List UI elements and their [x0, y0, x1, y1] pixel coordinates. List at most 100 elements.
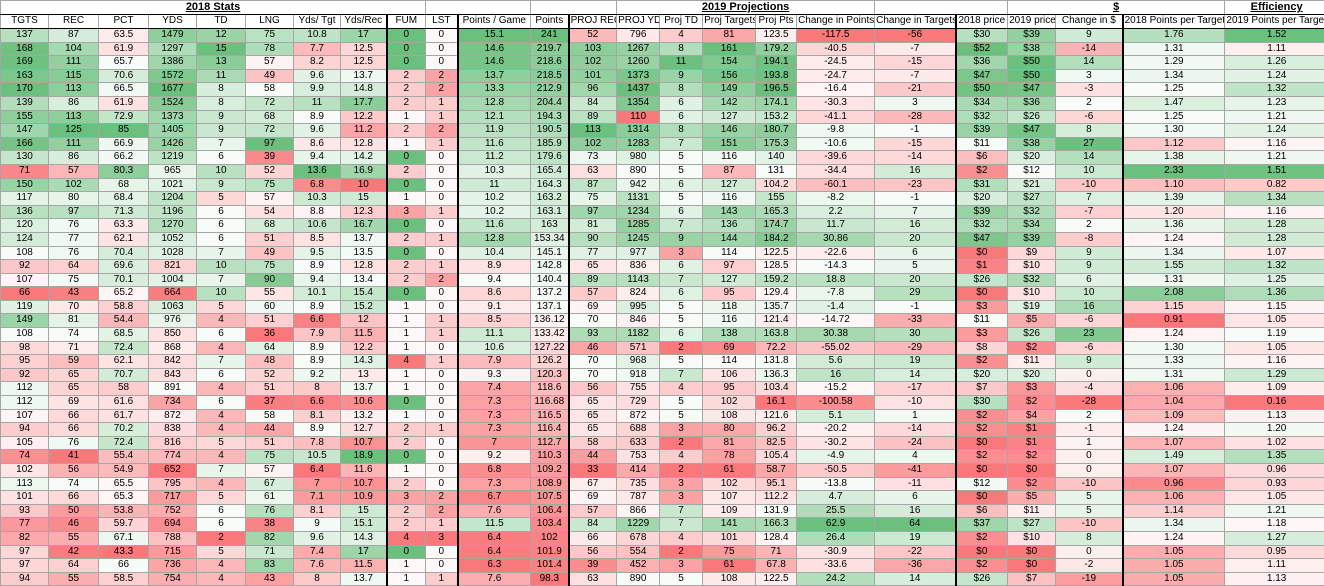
table-cell[interactable]: -6	[1056, 110, 1123, 124]
table-cell[interactable]: -24.7	[797, 69, 875, 83]
table-cell[interactable]: 0.93	[1225, 477, 1324, 491]
table-cell[interactable]: $26	[1008, 328, 1056, 342]
table-cell[interactable]: 98	[1, 341, 49, 355]
table-cell[interactable]: 755	[617, 382, 660, 396]
table-cell[interactable]: 9	[1056, 260, 1123, 274]
table-cell[interactable]: 2	[197, 531, 246, 545]
table-cell[interactable]: 715	[149, 545, 197, 559]
table-cell[interactable]: 63.3	[99, 219, 149, 233]
group-header-cell[interactable]: $	[1008, 1, 1225, 15]
table-cell[interactable]: 27	[1056, 137, 1123, 151]
table-cell[interactable]: 2	[1056, 219, 1123, 233]
table-cell[interactable]: -20.2	[797, 423, 875, 437]
table-cell[interactable]: $12	[956, 477, 1008, 491]
table-cell[interactable]: 0	[387, 42, 426, 56]
table-cell[interactable]: 633	[617, 436, 660, 450]
table-cell[interactable]: 0	[426, 436, 458, 450]
table-cell[interactable]: $2	[1008, 477, 1056, 491]
table-cell[interactable]: $1	[956, 260, 1008, 274]
table-cell[interactable]: 218.5	[531, 69, 569, 83]
table-cell[interactable]: 11	[660, 56, 703, 70]
table-cell[interactable]: 1.21	[1225, 504, 1324, 518]
table-cell[interactable]: 104.2	[756, 178, 797, 192]
table-cell[interactable]: 4	[660, 382, 703, 396]
table-cell[interactable]: 68.4	[99, 192, 149, 206]
table-cell[interactable]: 10.4	[458, 246, 531, 260]
table-cell[interactable]: 46	[569, 341, 617, 355]
table-cell[interactable]: 1	[387, 137, 426, 151]
table-cell[interactable]: 7	[197, 464, 246, 478]
table-cell[interactable]: 10.2	[458, 192, 531, 206]
table-cell[interactable]: 12.3	[341, 205, 387, 219]
table-cell[interactable]: 1.25	[1123, 83, 1225, 97]
table-cell[interactable]: 4.7	[797, 491, 875, 505]
table-cell[interactable]: 1	[426, 572, 458, 586]
table-cell[interactable]: 61	[246, 491, 294, 505]
table-cell[interactable]: 163.1	[531, 205, 569, 219]
table-cell[interactable]: 9.1	[458, 300, 531, 314]
table-cell[interactable]: 62.9	[797, 518, 875, 532]
table-cell[interactable]: 61	[703, 464, 756, 478]
table-cell[interactable]: 96.2	[756, 423, 797, 437]
table-cell[interactable]: 7.3	[458, 409, 531, 423]
table-cell[interactable]: 1426	[149, 137, 197, 151]
table-cell[interactable]: -3	[1056, 83, 1123, 97]
table-cell[interactable]: 1.31	[1123, 42, 1225, 56]
table-cell[interactable]: 0	[426, 42, 458, 56]
table-cell[interactable]: 1	[387, 464, 426, 478]
table-cell[interactable]: 15.4	[341, 287, 387, 301]
table-cell[interactable]: 1	[387, 300, 426, 314]
table-cell[interactable]: 64	[49, 260, 99, 274]
column-header-cell[interactable]: Proj TD	[660, 15, 703, 29]
table-cell[interactable]: 2	[426, 491, 458, 505]
table-cell[interactable]: 107	[1, 409, 49, 423]
table-cell[interactable]: 156	[703, 69, 756, 83]
table-cell[interactable]: 10.8	[294, 29, 341, 43]
table-cell[interactable]: 788	[149, 531, 197, 545]
table-cell[interactable]: 0	[387, 287, 426, 301]
table-cell[interactable]: 131.9	[756, 504, 797, 518]
table-cell[interactable]: 1.05	[1123, 545, 1225, 559]
table-cell[interactable]: 1021	[149, 178, 197, 192]
table-cell[interactable]: 13.7	[341, 572, 387, 586]
table-cell[interactable]: 150	[1, 178, 49, 192]
table-cell[interactable]: 218.6	[531, 56, 569, 70]
table-cell[interactable]: 890	[617, 164, 660, 178]
table-cell[interactable]: 66	[49, 423, 99, 437]
table-cell[interactable]: 97	[246, 137, 294, 151]
table-cell[interactable]: 2	[426, 83, 458, 97]
table-cell[interactable]: 194.1	[756, 56, 797, 70]
table-cell[interactable]: 1.19	[1225, 328, 1324, 342]
table-cell[interactable]: 1	[387, 110, 426, 124]
table-cell[interactable]: 0	[387, 246, 426, 260]
table-cell[interactable]: $36	[956, 56, 1008, 70]
table-cell[interactable]: -1	[875, 300, 956, 314]
table-cell[interactable]: 1.36	[1123, 219, 1225, 233]
table-cell[interactable]: 1.07	[1123, 464, 1225, 478]
table-cell[interactable]: -22	[875, 545, 956, 559]
table-cell[interactable]: 68	[99, 178, 149, 192]
table-cell[interactable]: 194.3	[531, 110, 569, 124]
column-header-cell[interactable]: 2018 Points per Target	[1123, 15, 1225, 29]
table-cell[interactable]: 0	[426, 382, 458, 396]
table-cell[interactable]: 43.3	[99, 545, 149, 559]
table-cell[interactable]: 8.9	[294, 110, 341, 124]
table-cell[interactable]: 76	[49, 219, 99, 233]
table-cell[interactable]: 117	[1, 192, 49, 206]
table-cell[interactable]: $1	[1008, 436, 1056, 450]
table-cell[interactable]: 52	[246, 368, 294, 382]
table-cell[interactable]: 43	[246, 572, 294, 586]
table-cell[interactable]: -9.8	[797, 124, 875, 138]
table-cell[interactable]: 53.8	[99, 504, 149, 518]
table-cell[interactable]: 9.4	[294, 273, 341, 287]
table-cell[interactable]: 2	[387, 96, 426, 110]
column-header-cell[interactable]: Proj Pts	[756, 15, 797, 29]
table-cell[interactable]: 58.5	[99, 572, 149, 586]
table-cell[interactable]: 128.4	[756, 531, 797, 545]
table-cell[interactable]: 6	[660, 110, 703, 124]
table-cell[interactable]: $2	[956, 450, 1008, 464]
table-cell[interactable]: 54	[246, 205, 294, 219]
table-cell[interactable]: 56	[569, 545, 617, 559]
table-cell[interactable]: $11	[1008, 504, 1056, 518]
table-cell[interactable]: -29	[875, 341, 956, 355]
